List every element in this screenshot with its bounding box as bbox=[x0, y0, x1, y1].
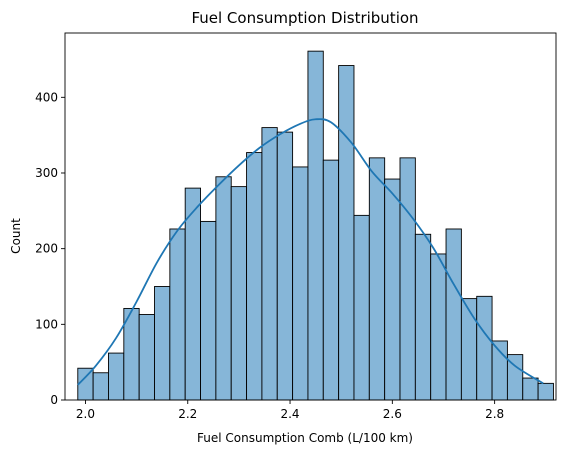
histogram-bar bbox=[491, 340, 508, 401]
histogram-bar bbox=[184, 187, 201, 401]
histogram-bar bbox=[92, 372, 109, 401]
kde-curve bbox=[77, 118, 544, 386]
histogram-bar bbox=[338, 65, 355, 401]
histogram-bar bbox=[307, 50, 324, 401]
histogram-bar bbox=[384, 178, 401, 401]
histogram-bar bbox=[246, 152, 263, 401]
y-tick-label: 300 bbox=[35, 166, 58, 180]
x-tick-label: 2.4 bbox=[280, 407, 299, 421]
x-tick-label: 2.0 bbox=[76, 407, 95, 421]
x-tick-label: 2.8 bbox=[485, 407, 504, 421]
y-tick-label: 0 bbox=[50, 393, 58, 407]
x-axis-ticks: 2.0 2.2 2.4 2.6 2.8 bbox=[76, 400, 504, 421]
histogram-bar bbox=[154, 286, 171, 401]
histogram-bar bbox=[460, 298, 478, 401]
histogram-bar bbox=[292, 166, 309, 401]
histogram-bar bbox=[430, 253, 447, 401]
histogram-bar bbox=[368, 157, 386, 401]
plot-frame bbox=[64, 32, 557, 401]
histogram-bar bbox=[399, 157, 416, 401]
y-axis-label: Count bbox=[9, 218, 23, 254]
histogram-bar bbox=[215, 176, 232, 401]
histogram-bar bbox=[200, 220, 217, 401]
histogram-bar bbox=[537, 382, 554, 401]
y-axis-ticks: 0 100 200 300 400 bbox=[35, 90, 65, 407]
histogram-bars bbox=[77, 50, 554, 401]
histogram-bar bbox=[414, 233, 432, 401]
histogram-bar bbox=[353, 214, 370, 401]
x-tick-label: 2.2 bbox=[178, 407, 197, 421]
x-tick-label: 2.6 bbox=[383, 407, 402, 421]
histogram-bar bbox=[276, 131, 294, 401]
histogram-bar bbox=[261, 127, 278, 401]
histogram-bar bbox=[476, 295, 493, 401]
y-tick-label: 200 bbox=[35, 242, 58, 256]
histogram-bar bbox=[77, 367, 94, 401]
histogram-bar bbox=[322, 159, 340, 401]
x-axis-label: Fuel Consumption Comb (L/100 km) bbox=[197, 431, 413, 445]
histogram-bar bbox=[108, 352, 125, 401]
y-tick-label: 100 bbox=[35, 317, 58, 331]
y-tick-label: 400 bbox=[35, 90, 58, 104]
histogram-bar bbox=[445, 228, 462, 401]
histogram-bar bbox=[522, 377, 539, 401]
histogram-bar bbox=[138, 314, 155, 401]
histogram-bar bbox=[169, 228, 186, 401]
chart-title: Fuel Consumption Distribution bbox=[191, 9, 418, 27]
histogram-bar bbox=[230, 186, 248, 401]
